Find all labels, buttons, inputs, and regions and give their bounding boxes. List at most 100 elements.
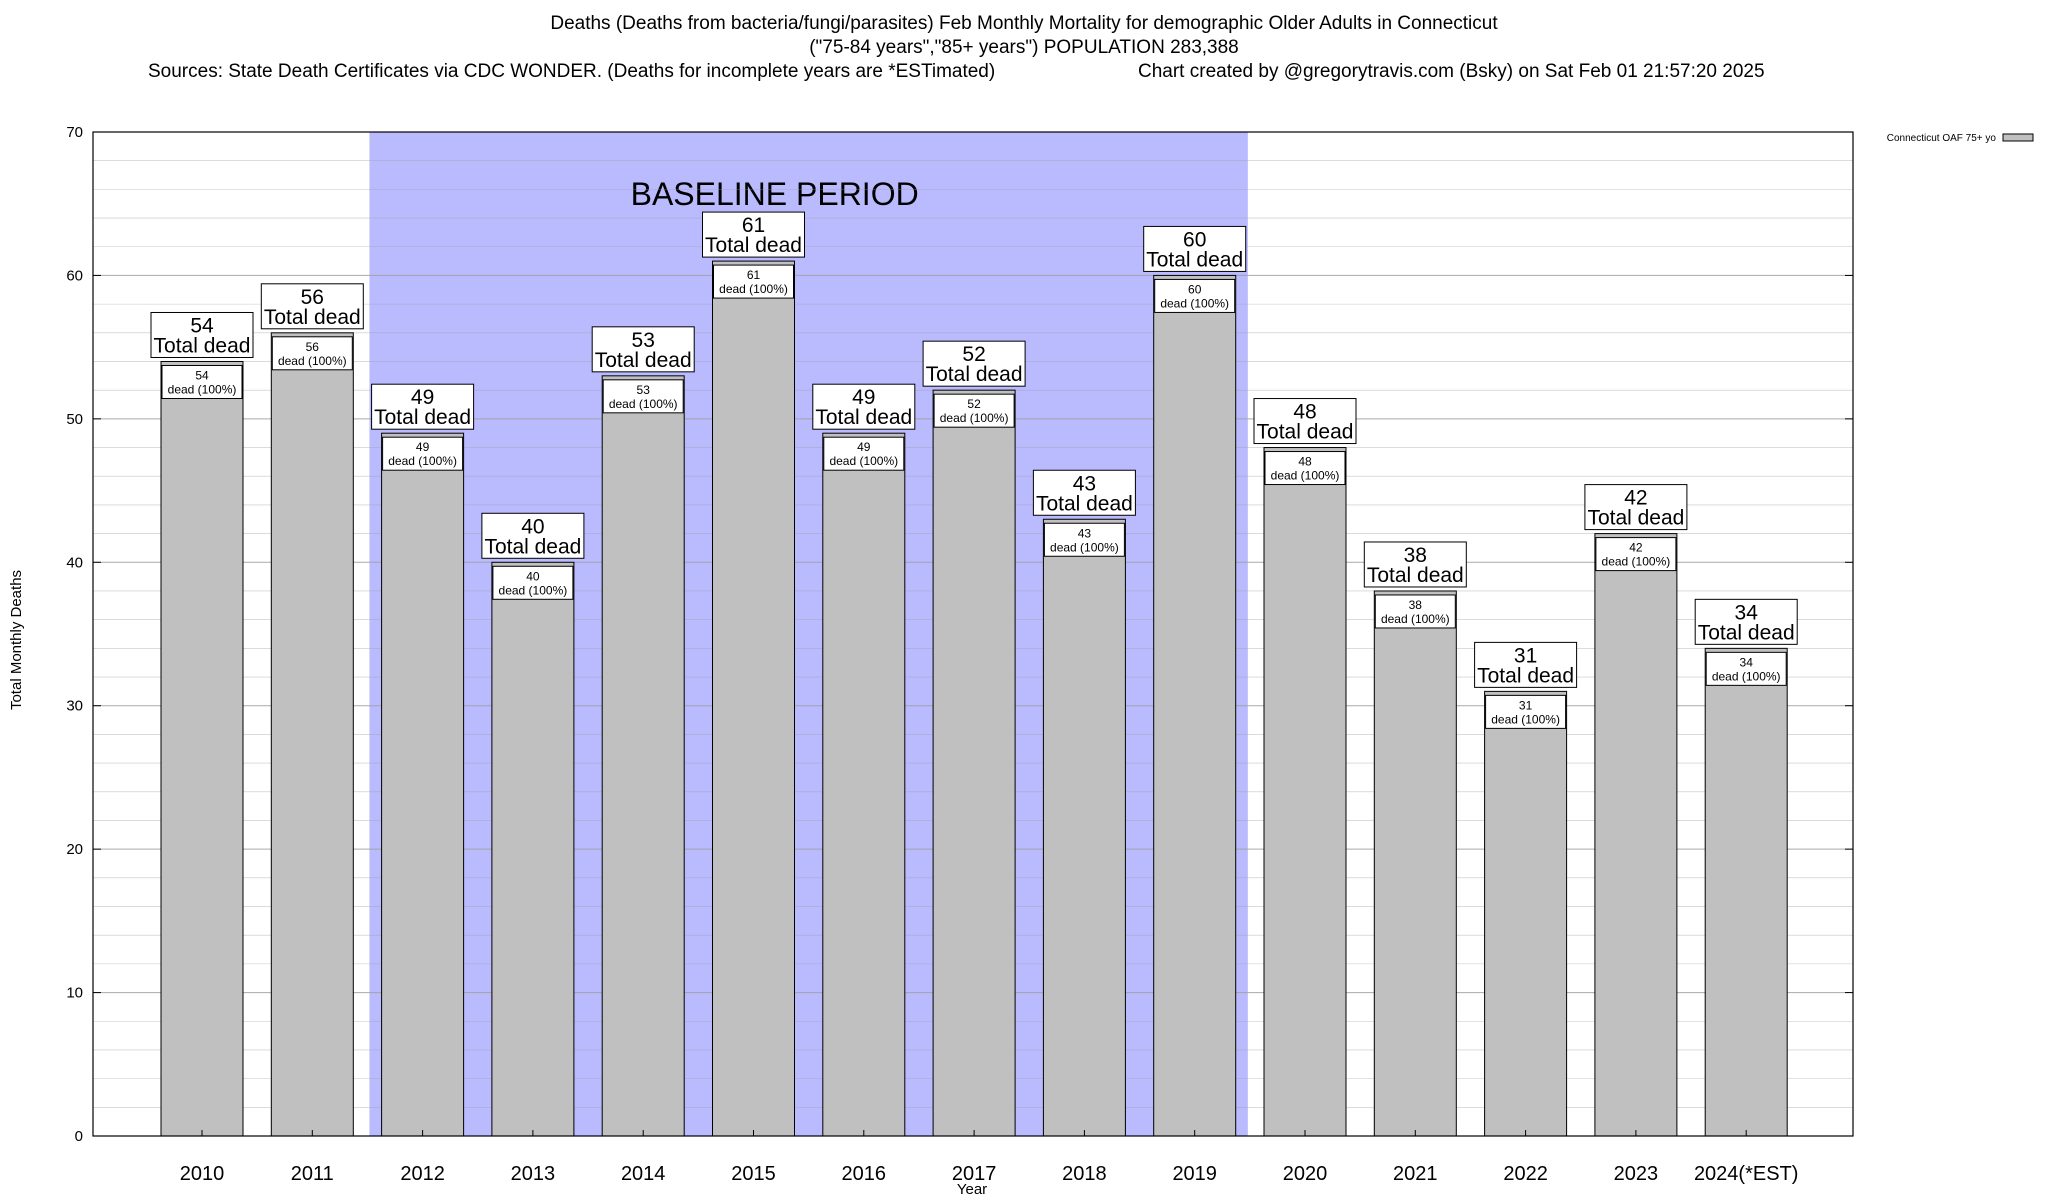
- total-dead-label: Total dead: [1036, 492, 1133, 515]
- chart-credit: Chart created by @gregorytravis.com (Bsk…: [1138, 61, 1765, 82]
- inner-label-box: [492, 565, 574, 600]
- total-label-box: [1032, 469, 1136, 516]
- x-tick-label: 2018: [1062, 1163, 1107, 1185]
- bar: [1484, 690, 1568, 1137]
- inner-value-label: 43: [1078, 526, 1092, 540]
- total-label-box: [260, 283, 364, 330]
- y-tick-label: 30: [66, 698, 83, 715]
- total-label-box: [1584, 484, 1688, 531]
- inner-label-box: [713, 264, 794, 299]
- x-tick-label: 2022: [1503, 1163, 1548, 1185]
- total-value-label: 52: [962, 343, 985, 366]
- inner-value-label: 42: [1629, 541, 1643, 555]
- inner-value-label: 49: [857, 440, 871, 454]
- legend: Connecticut OAF 75+ yo: [1887, 133, 2034, 144]
- chart-sources: Sources: State Death Certificates via CD…: [148, 61, 996, 82]
- bar: [1704, 647, 1788, 1137]
- bar: [1153, 274, 1237, 1137]
- bar: [381, 432, 465, 1137]
- y-tick-label: 70: [66, 124, 83, 141]
- total-dead-label: Total dead: [484, 535, 581, 558]
- total-value-label: 40: [521, 515, 544, 538]
- chart-sources-line: Sources: State Death Certificates via CD…: [0, 60, 2048, 84]
- total-dead-label: Total dead: [595, 349, 692, 372]
- bar: [1263, 447, 1347, 1137]
- legend-label: Connecticut OAF 75+ yo: [1887, 133, 1997, 144]
- total-label-box: [1253, 398, 1357, 445]
- total-label-box: [481, 512, 585, 559]
- inner-percent-label: dead (100%): [829, 454, 898, 468]
- bar: [712, 260, 795, 1137]
- total-value-label: 31: [1514, 644, 1537, 667]
- x-tick-label: 2020: [1283, 1163, 1328, 1185]
- inner-percent-label: dead (100%): [168, 382, 237, 396]
- inner-label-box: [271, 336, 353, 371]
- total-dead-label: Total dead: [1698, 621, 1795, 644]
- total-value-label: 56: [301, 286, 324, 309]
- inner-percent-label: dead (100%): [1602, 555, 1671, 569]
- inner-label-box: [602, 379, 684, 414]
- chart-subtitle: ("75-84 years","85+ years") POPULATION 2…: [809, 37, 1239, 58]
- inner-value-label: 54: [195, 368, 209, 382]
- inner-percent-label: dead (100%): [278, 354, 347, 368]
- total-value-label: 49: [852, 386, 875, 409]
- bar: [601, 375, 685, 1137]
- inner-value-label: 49: [416, 440, 430, 454]
- inner-value-label: 53: [637, 383, 651, 397]
- chart-title: Deaths (Deaths from bacteria/fungi/paras…: [550, 13, 1498, 34]
- inner-percent-label: dead (100%): [1271, 469, 1340, 483]
- x-tick-label: 2012: [400, 1163, 445, 1185]
- inner-value-label: 56: [306, 340, 320, 354]
- inner-value-label: 61: [747, 268, 761, 282]
- inner-percent-label: dead (100%): [1050, 540, 1119, 554]
- total-dead-label: Total dead: [705, 234, 802, 257]
- inner-label-box: [1595, 537, 1677, 572]
- axes: 0 10 20 30 40 50 60 70 2010 2011 2012 2013 2014 2015 2…: [66, 124, 1854, 1185]
- total-label-box: [1143, 225, 1247, 272]
- total-dead-label: Total dead: [926, 363, 1023, 386]
- total-value-label: 49: [411, 386, 434, 409]
- y-axis-title: Total Monthly Deaths: [8, 570, 25, 710]
- y-tick-label: 10: [66, 985, 83, 1002]
- inner-label-box: [161, 364, 243, 399]
- total-dead-label: Total dead: [1367, 564, 1464, 587]
- x-tick-label: 2021: [1393, 1163, 1438, 1185]
- x-tick-label: 2016: [842, 1163, 887, 1185]
- total-value-label: 61: [742, 214, 765, 237]
- inner-label-box: [1154, 278, 1236, 313]
- inner-percent-label: dead (100%): [1381, 612, 1450, 626]
- total-value-label: 34: [1735, 601, 1759, 624]
- total-value-label: 43: [1073, 472, 1096, 495]
- chart-title-block: Deaths (Deaths from bacteria/fungi/paras…: [0, 12, 2048, 84]
- bar: [491, 561, 575, 1137]
- total-value-label: 60: [1183, 228, 1206, 251]
- x-axis-title: Year: [957, 1181, 987, 1198]
- inner-percent-label: dead (100%): [1491, 712, 1560, 726]
- total-value-label: 38: [1404, 544, 1427, 567]
- inner-percent-label: dead (100%): [499, 583, 568, 597]
- x-tick-label: 2010: [180, 1163, 225, 1185]
- x-tick-label: 2011: [291, 1163, 334, 1185]
- inner-value-label: 31: [1519, 698, 1533, 712]
- x-tick-label: 2017: [952, 1163, 997, 1185]
- bar: [160, 360, 244, 1137]
- total-dead-label: Total dead: [1477, 664, 1574, 687]
- inner-value-label: 48: [1298, 455, 1312, 469]
- inner-value-label: 60: [1188, 282, 1202, 296]
- total-dead-label: Total dead: [154, 334, 251, 357]
- inner-label-box: [382, 436, 464, 471]
- inner-value-label: 40: [526, 569, 540, 583]
- bar: [822, 432, 906, 1137]
- total-dead-label: Total dead: [1146, 248, 1243, 271]
- y-tick-label: 50: [66, 411, 83, 428]
